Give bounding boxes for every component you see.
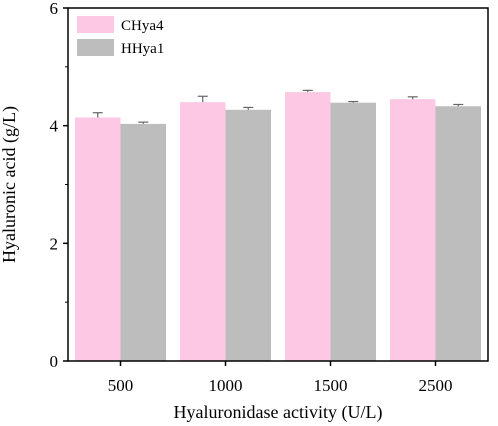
y-tick-label: 0 <box>50 352 59 371</box>
y-tick-label: 4 <box>50 117 59 136</box>
x-tick-label: 2500 <box>419 376 453 395</box>
error-bars-group <box>92 89 464 124</box>
x-tick-label: 500 <box>108 376 134 395</box>
legend-swatch-hhya1 <box>77 39 114 56</box>
legend: CHya4 HHya1 <box>77 16 164 57</box>
legend-label-chya4: CHya4 <box>121 18 164 34</box>
x-axis-title: Hyaluronidase activity (U/L) <box>174 402 383 423</box>
bar-chya4-500 <box>75 117 121 362</box>
bar-hhya1-2500 <box>435 106 481 361</box>
bar-hhya1-1500 <box>330 102 376 361</box>
x-tick-label: 1500 <box>314 376 348 395</box>
y-tick-label: 6 <box>50 0 59 18</box>
bar-chya4-2500 <box>390 99 436 362</box>
legend-swatch-chya4 <box>77 16 114 33</box>
x-tick-label: 1000 <box>209 376 243 395</box>
bar-hhya1-1000 <box>225 109 271 361</box>
x-axis: 500 1000 1500 2500 <box>108 361 453 395</box>
bar-chya4-1000 <box>180 102 226 361</box>
y-tick-label: 2 <box>50 234 59 253</box>
bar-hhya1-500 <box>120 123 166 361</box>
y-axis: 0 2 4 6 <box>50 0 68 371</box>
bar-chya4-1500 <box>285 92 331 362</box>
bars-group <box>75 92 481 362</box>
y-axis-title: Hyaluronic acid (g/L) <box>0 106 20 263</box>
legend-label-hhya1: HHya1 <box>121 41 164 57</box>
